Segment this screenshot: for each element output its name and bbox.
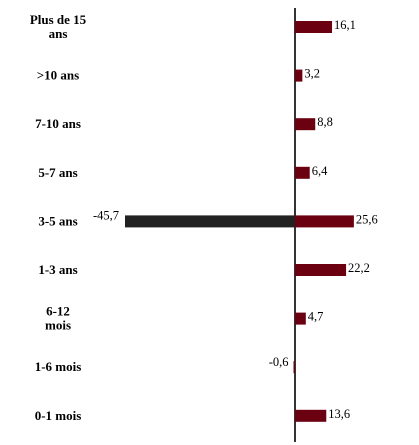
category-label: 1-3 ans [38, 262, 77, 277]
bar [295, 215, 354, 228]
value-label: 8,8 [317, 115, 333, 129]
category-label: 7-10 ans [35, 116, 81, 131]
category-label: 6-12 mois [45, 304, 71, 333]
value-label: -45,7 [93, 208, 119, 222]
bar [295, 69, 303, 82]
bar-highlight [124, 215, 295, 228]
category-label: Plus de 15 ans [30, 12, 87, 41]
value-label: 4,7 [308, 310, 324, 324]
bar [293, 361, 295, 374]
category-label: 1-6 mois [35, 359, 82, 374]
bar [295, 264, 347, 276]
value-label: 6,4 [312, 164, 328, 178]
bar [295, 312, 306, 325]
bar [295, 21, 333, 33]
bar [295, 409, 327, 422]
bar [295, 118, 316, 131]
bar [295, 166, 310, 179]
category-label: 3-5 ans [38, 213, 77, 228]
category-label: 0-1 mois [35, 408, 82, 423]
value-label: 25,6 [356, 212, 378, 226]
value-label: 13,6 [328, 407, 350, 421]
category-label: >10 ans [37, 68, 79, 83]
value-label: -0,6 [269, 355, 289, 369]
value-label: 16,1 [334, 18, 356, 32]
value-label: 22,2 [348, 261, 370, 275]
value-label: 3,2 [304, 67, 320, 81]
category-label: 5-7 ans [38, 165, 77, 180]
